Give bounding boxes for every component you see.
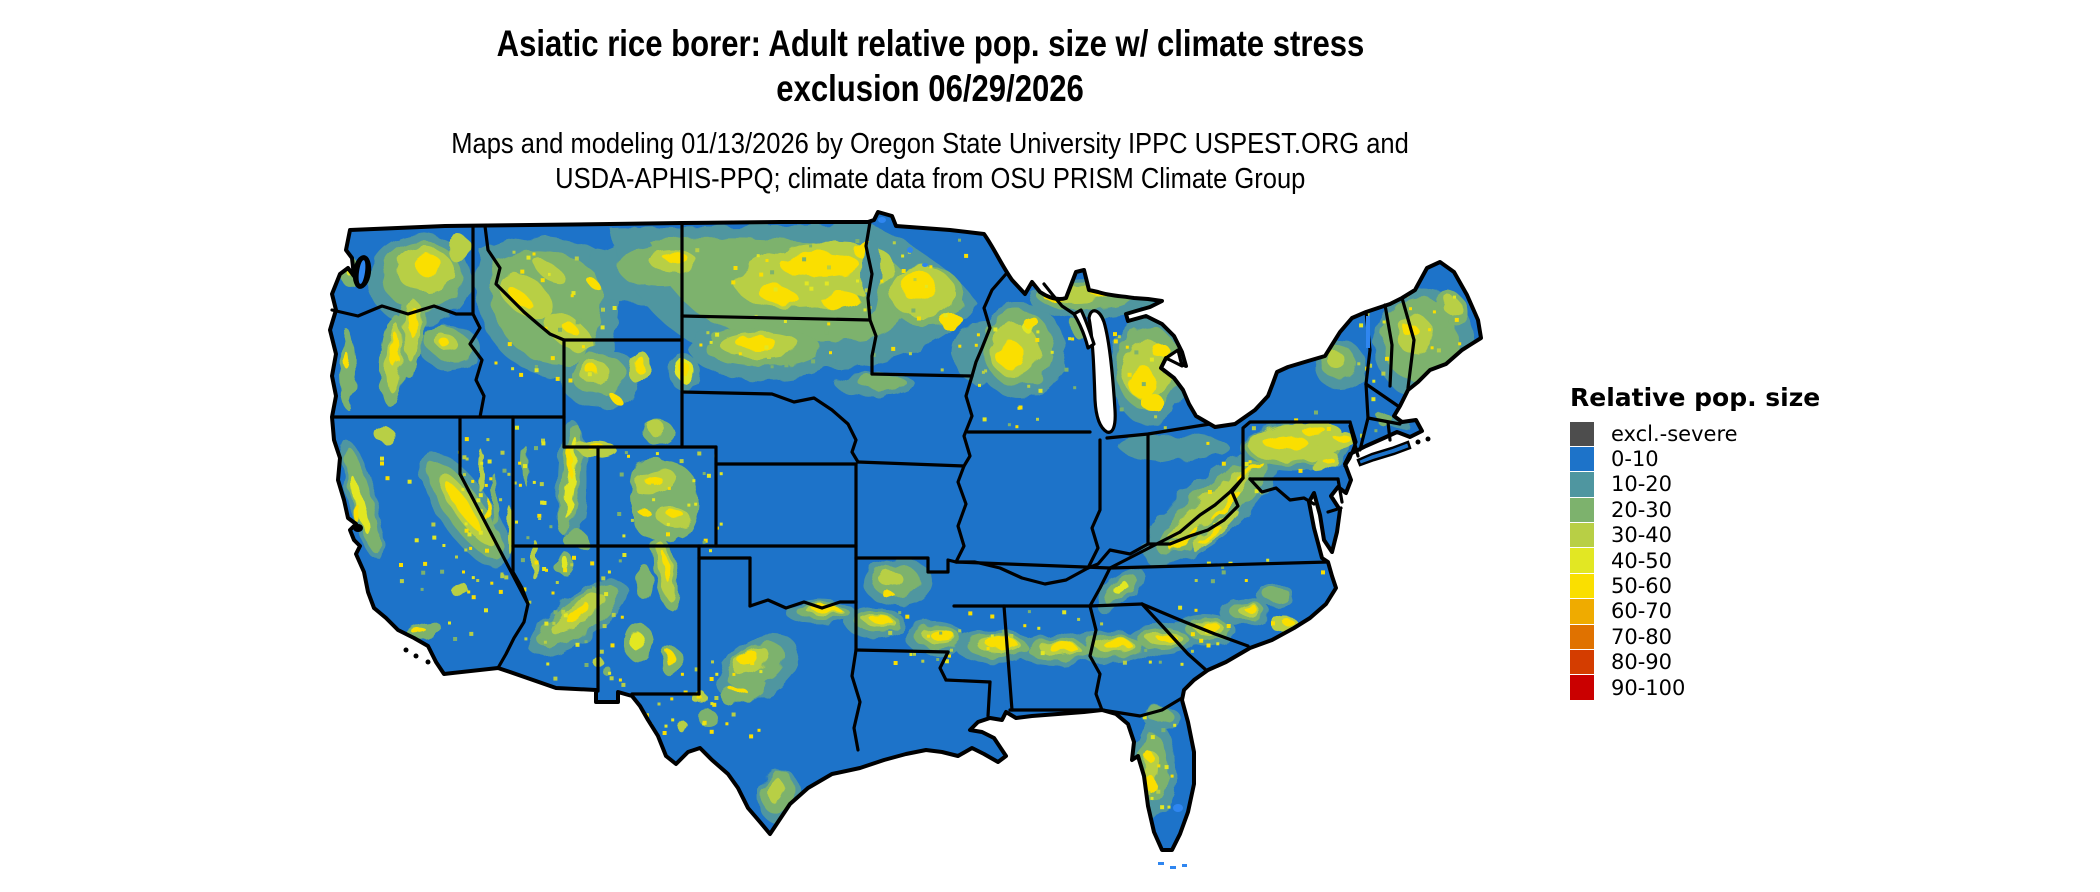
legend-item: 80-90 [1570, 650, 1830, 675]
legend-item: 20-30 [1570, 497, 1830, 523]
channel-island [413, 653, 419, 659]
legend-item: 90-100 [1570, 675, 1830, 700]
legend-swatch [1570, 421, 1594, 446]
channel-island [425, 659, 431, 665]
sf-bay-icon [353, 524, 363, 532]
us-risk-map [310, 210, 1560, 892]
lake-michigan [1087, 309, 1117, 434]
legend-label: 80-90 [1611, 650, 1673, 675]
map-title: Asiatic rice borer: Adult relative pop. … [305, 0, 1555, 111]
legend-swatch [1570, 446, 1594, 472]
legend-label: 10-20 [1611, 472, 1673, 497]
legend-item: 60-70 [1570, 599, 1830, 624]
florida-keys [1158, 862, 1164, 865]
legend-label: 60-70 [1611, 599, 1673, 624]
long-island [1356, 440, 1412, 467]
legend-label: 0-10 [1611, 447, 1659, 472]
legend-label: 30-40 [1611, 523, 1673, 548]
puget-sound-water [358, 260, 366, 284]
legend-label: excl.-severe [1611, 421, 1738, 446]
legend: Relative pop. size excl.-severe 0-10 10-… [1570, 384, 1830, 700]
lake-of-the-woods [878, 217, 886, 223]
terrain-speckles [380, 238, 1481, 822]
legend-swatch [1570, 497, 1594, 523]
nantucket-island [1415, 439, 1421, 445]
legend-label: 70-80 [1611, 624, 1673, 649]
florida-keys [1170, 866, 1176, 869]
map-subtitle: Maps and modeling 01/13/2026 by Oregon S… [305, 127, 1555, 197]
legend-item: 0-10 [1570, 446, 1830, 472]
legend-swatch [1570, 573, 1594, 599]
map-header: Asiatic rice borer: Adult relative pop. … [305, 0, 1555, 197]
water-details [352, 217, 1431, 869]
legend-label: 40-50 [1611, 548, 1673, 573]
great-lakes [1072, 308, 1184, 434]
mn-lake-dot [922, 263, 928, 267]
lake-champlain [1366, 316, 1370, 348]
legend-swatch [1570, 650, 1594, 675]
legend-item: 70-80 [1570, 624, 1830, 650]
legend-label: 90-100 [1611, 675, 1686, 700]
legend-swatch [1570, 523, 1594, 548]
marthas-vineyard-island [1425, 436, 1431, 442]
map-subtitle-line1: Maps and modeling 01/13/2026 by Oregon S… [451, 128, 1409, 160]
saginaw-bay [1164, 348, 1184, 368]
map-subtitle-line2: USDA-APHIS-PPQ; climate data from OSU PR… [554, 163, 1306, 195]
legend-swatch [1570, 599, 1594, 624]
legend-item: 40-50 [1570, 548, 1830, 573]
channel-island [403, 647, 409, 653]
legend-label: 50-60 [1611, 574, 1673, 599]
state-borders [330, 220, 1416, 752]
map-title-line2: exclusion 06/29/2026 [776, 68, 1084, 109]
legend-item: 30-40 [1570, 523, 1830, 548]
us-map-svg [328, 210, 1483, 869]
florida-keys [1182, 864, 1187, 867]
legend-item: 50-60 [1570, 573, 1830, 599]
legend-item: excl.-severe [1570, 421, 1830, 446]
green-bay [1072, 308, 1096, 350]
map-title-line1: Asiatic rice borer: Adult relative pop. … [496, 23, 1364, 64]
legend-swatch [1570, 624, 1594, 650]
legend-item: 10-20 [1570, 472, 1830, 497]
mn-lake-dot [907, 247, 913, 253]
legend-title: Relative pop. size [1570, 383, 1821, 412]
legend-swatch [1570, 548, 1594, 573]
legend-label: 20-30 [1611, 497, 1673, 522]
legend-swatch [1570, 675, 1594, 700]
legend-swatch [1570, 472, 1594, 497]
lake-okeechobee [1173, 804, 1183, 812]
